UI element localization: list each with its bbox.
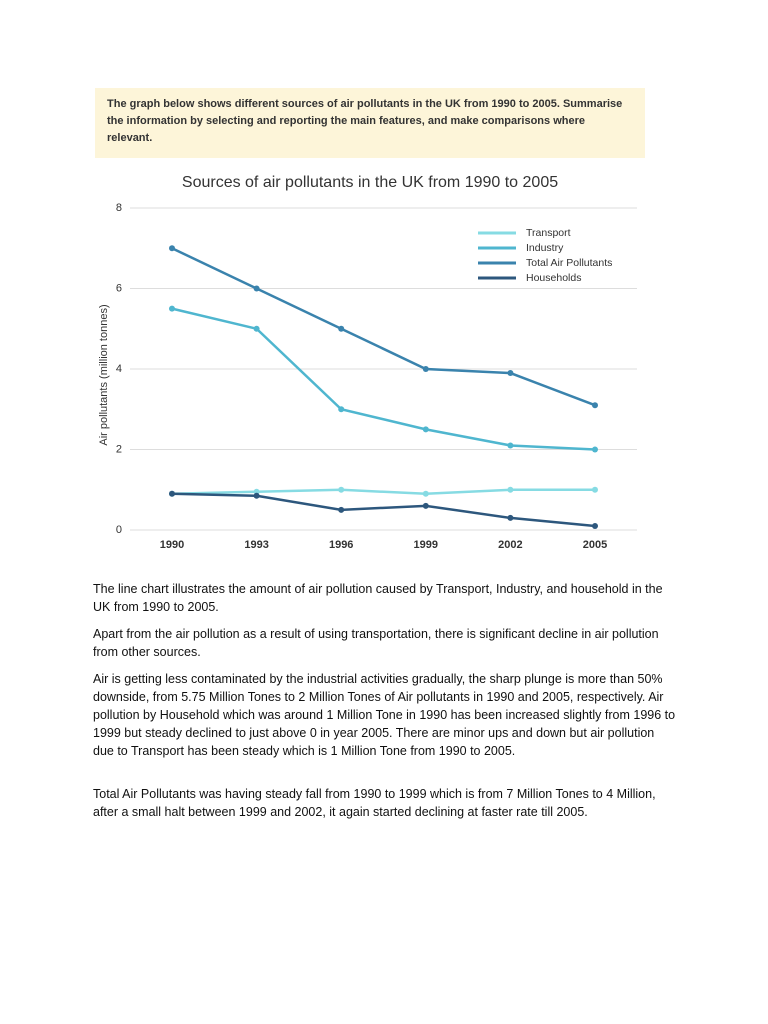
legend-label: Households bbox=[526, 272, 581, 284]
paragraph: Total Air Pollutants was having steady f… bbox=[93, 787, 656, 819]
data-point bbox=[169, 305, 175, 312]
x-tick-label: 1993 bbox=[244, 539, 268, 551]
data-point bbox=[169, 490, 175, 497]
x-tick-label: 1990 bbox=[160, 539, 184, 551]
legend-label: Transport bbox=[526, 227, 571, 239]
data-point bbox=[338, 325, 345, 332]
data-point bbox=[253, 285, 260, 292]
y-axis-label: Air pollutants (million tonnes) bbox=[98, 304, 110, 445]
series-line bbox=[171, 247, 596, 407]
data-point bbox=[338, 406, 345, 413]
y-tick-label: 2 bbox=[116, 443, 122, 455]
x-tick-label: 1999 bbox=[414, 539, 438, 551]
data-point bbox=[422, 366, 429, 372]
data-point bbox=[253, 325, 260, 332]
task-prompt: The graph below shows different sources … bbox=[95, 88, 645, 158]
legend-label: Total Air Pollutants bbox=[526, 257, 612, 269]
data-point bbox=[507, 514, 514, 521]
paragraph: Apart from the air pollution as a result… bbox=[93, 627, 659, 659]
legend-label: Industry bbox=[526, 242, 564, 254]
data-point bbox=[592, 522, 598, 529]
data-point bbox=[507, 442, 514, 449]
chart: Sources of air pollutants in the UK from… bbox=[98, 174, 637, 551]
data-point bbox=[422, 426, 429, 433]
data-point bbox=[592, 446, 598, 453]
data-point bbox=[253, 492, 260, 499]
y-tick-label: 8 bbox=[116, 202, 122, 214]
x-tick-label: 1996 bbox=[329, 539, 353, 551]
series-line bbox=[171, 307, 596, 451]
x-tick-label: 2005 bbox=[583, 539, 607, 551]
data-point bbox=[422, 490, 429, 497]
x-tick-label: 2002 bbox=[498, 539, 522, 551]
series-line bbox=[171, 492, 596, 528]
series-line bbox=[171, 488, 595, 496]
chart-title: Sources of air pollutants in the UK from… bbox=[182, 174, 558, 191]
data-point bbox=[592, 402, 598, 409]
paragraph: The line chart illustrates the amount of… bbox=[93, 582, 663, 614]
data-point bbox=[169, 245, 175, 252]
data-point bbox=[507, 486, 514, 493]
y-tick-label: 6 bbox=[116, 282, 122, 294]
data-point bbox=[592, 486, 598, 493]
paragraph: Air is getting less contaminated by the … bbox=[93, 672, 676, 758]
data-point bbox=[338, 486, 345, 493]
data-point bbox=[338, 506, 345, 513]
data-point bbox=[422, 502, 429, 509]
data-point bbox=[507, 370, 514, 377]
y-tick-label: 0 bbox=[116, 524, 122, 536]
y-tick-label: 4 bbox=[116, 363, 122, 375]
